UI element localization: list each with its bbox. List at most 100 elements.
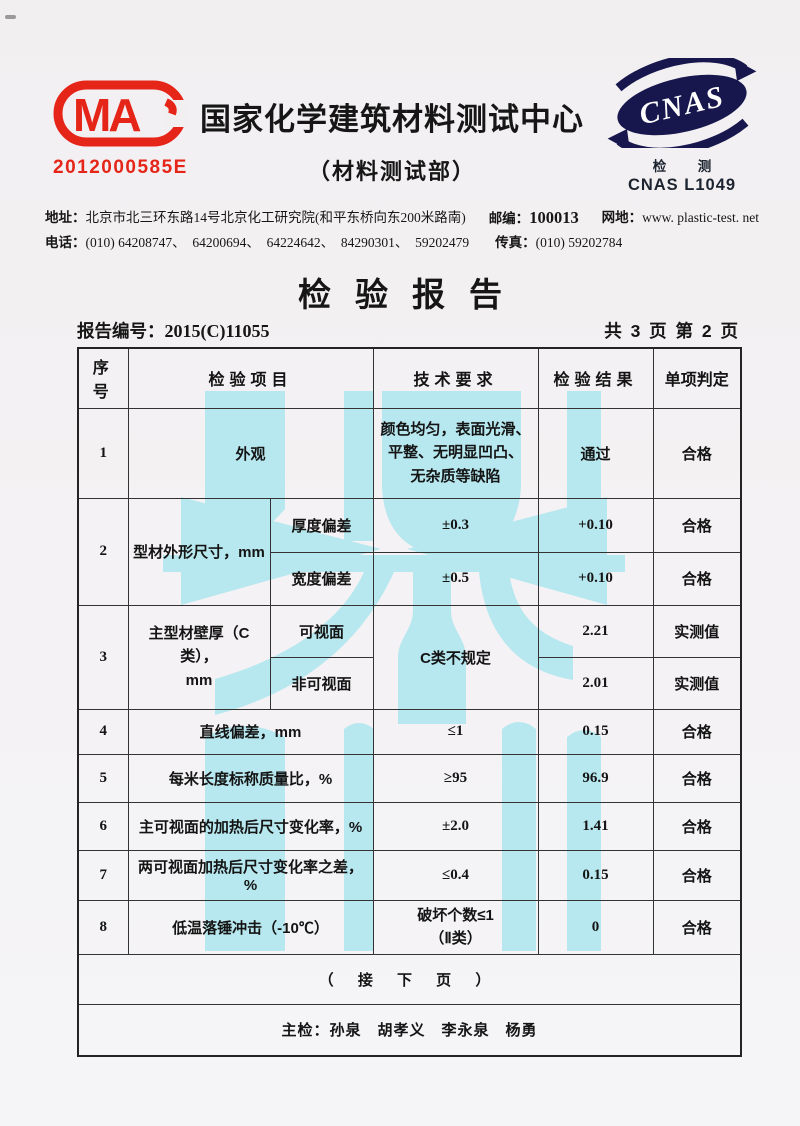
row7-no: 7 bbox=[77, 849, 129, 901]
cma-logo-block: MA 2012000585E bbox=[53, 80, 187, 179]
row4-verdict: 合格 bbox=[652, 708, 742, 755]
inspectors-row: 主检：孙泉 胡孝义 李永泉 杨勇 bbox=[77, 1003, 742, 1057]
row5-no: 5 bbox=[77, 753, 129, 803]
report-number: 报告编号：2015(C)11055 bbox=[77, 318, 270, 343]
row3-sub1-name: 可视面 bbox=[269, 604, 374, 658]
cnas-logo-icon: CNAS bbox=[607, 53, 757, 157]
table-row: 6 主可视面的加热后尺寸变化率，% ±2.0 1.41 合格 bbox=[77, 801, 742, 851]
col-header-no: 序号 bbox=[77, 347, 129, 409]
row6-requirement: ±2.0 bbox=[372, 801, 539, 851]
contact-line-2: 电话：(010) 64208747、 64200694、 64224642、 8… bbox=[45, 232, 759, 254]
col-header-requirement: 技术要求 bbox=[372, 347, 539, 409]
cnas-cert-number: CNAS L1049 bbox=[627, 176, 737, 194]
table-row: 7 两可视面加热后尺寸变化率之差，% ≤0.4 0.15 合格 bbox=[77, 849, 742, 901]
inspectors-cell: 主检：孙泉 胡孝义 李永泉 杨勇 bbox=[77, 1003, 742, 1057]
org-subtitle: （材料测试部） bbox=[307, 159, 476, 184]
row2-sub2-requirement: ±0.5 bbox=[372, 551, 539, 606]
scan-artifact bbox=[5, 15, 16, 19]
inspection-table: 序号 检验项目 技术要求 检验结果 单项判定 1 外观 颜色均匀，表面光滑、 平… bbox=[77, 347, 743, 1057]
row8-result: 0 bbox=[537, 899, 654, 955]
row8-requirement: 破坏个数≤1 （Ⅱ类） bbox=[372, 899, 539, 955]
postcode-segment: 邮编：100013 bbox=[489, 207, 579, 230]
fax-label: 传真： bbox=[495, 235, 536, 250]
table-row: 8 低温落锤冲击（-10℃） 破坏个数≤1 （Ⅱ类） 0 合格 bbox=[77, 899, 742, 955]
cnas-arrow-top-icon bbox=[615, 53, 748, 92]
row2-sub1-verdict: 合格 bbox=[652, 497, 742, 553]
website-label: 网地： bbox=[601, 210, 643, 225]
row2-no: 2 bbox=[77, 497, 129, 606]
cnas-arrow-bottom-head-icon bbox=[607, 128, 630, 151]
website-segment: 网地：www. plastic-test. net bbox=[602, 207, 759, 230]
row2-sub1-name: 厚度偏差 bbox=[269, 497, 374, 553]
row2-sub2-result: +0.10 bbox=[537, 551, 654, 606]
row5-item: 每米长度标称质量比，% bbox=[127, 753, 374, 803]
row7-item: 两可视面加热后尺寸变化率之差，% bbox=[127, 849, 374, 901]
row4-requirement: ≤1 bbox=[372, 708, 539, 755]
continue-note-row: （ 接 下 页 ） bbox=[77, 953, 742, 1005]
table-row: 2 型材外形尺寸，mm 厚度偏差 ±0.3 +0.10 合格 bbox=[77, 497, 742, 606]
address-segment: 地址：北京市北三环东路14号北京化工研究院(和平东桥向东200米路南) bbox=[45, 207, 466, 230]
org-title: 国家化学建筑材料测试中心 bbox=[200, 102, 584, 137]
row5-result: 96.9 bbox=[537, 753, 654, 803]
org-title-block: 国家化学建筑材料测试中心 （材料测试部） bbox=[190, 94, 594, 186]
address-label: 地址： bbox=[45, 210, 86, 225]
row6-item: 主可视面的加热后尺寸变化率，% bbox=[127, 801, 374, 851]
table-row: 3 主型材壁厚（C类）， mm 可视面 C类不规定 2.21 实测值 bbox=[77, 604, 742, 710]
row3-requirement: C类不规定 bbox=[372, 604, 539, 710]
table-row: 5 每米长度标称质量比，% ≥95 96.9 合格 bbox=[77, 753, 742, 803]
cnas-logo-block: CNAS 检 测 CNAS L1049 bbox=[592, 53, 772, 195]
row1-verdict: 合格 bbox=[652, 407, 742, 499]
table-row: 1 外观 颜色均匀，表面光滑、 平整、无明显凹凸、 无杂质等缺陷 通过 合格 bbox=[77, 407, 742, 499]
col-header-verdict: 单项判定 bbox=[652, 347, 742, 409]
chief-inspector-label: 主检： bbox=[281, 1022, 330, 1040]
row7-result: 0.15 bbox=[537, 849, 654, 901]
contact-line-1: 地址：北京市北三环东路14号北京化工研究院(和平东桥向东200米路南) 邮编：1… bbox=[45, 207, 759, 230]
row3-sub2-result: 2.01 bbox=[537, 656, 654, 710]
cnas-cert-label: 检 测 bbox=[652, 159, 721, 174]
row4-item: 直线偏差，mm bbox=[127, 708, 374, 755]
phone-value: (010) 64208747、 64200694、 64224642、 8429… bbox=[85, 235, 470, 250]
row2-sub2-name: 宽度偏差 bbox=[269, 551, 374, 606]
row6-result: 1.41 bbox=[537, 801, 654, 851]
table-row: 4 直线偏差，mm ≤1 0.15 合格 bbox=[77, 708, 742, 755]
report-number-label: 报告编号： bbox=[77, 321, 165, 341]
continue-note: （ 接 下 页 ） bbox=[77, 953, 742, 1005]
cma-logo-icon: MA bbox=[53, 80, 187, 147]
contact-block: 地址：北京市北三环东路14号北京化工研究院(和平东桥向东200米路南) 邮编：1… bbox=[45, 207, 759, 254]
row7-verdict: 合格 bbox=[652, 849, 742, 901]
row2-sub2-verdict: 合格 bbox=[652, 551, 742, 606]
row2-item: 型材外形尺寸，mm bbox=[127, 497, 271, 606]
website-value: www. plastic-test. net bbox=[642, 210, 759, 225]
row7-requirement: ≤0.4 bbox=[372, 849, 539, 901]
cma-logo-letters: MA bbox=[73, 89, 140, 141]
row5-verdict: 合格 bbox=[652, 753, 742, 803]
cnas-arrow-top-head-icon bbox=[734, 59, 757, 82]
row4-result: 0.15 bbox=[537, 708, 654, 755]
row2-sub1-requirement: ±0.3 bbox=[372, 497, 539, 553]
row1-result: 通过 bbox=[537, 407, 654, 499]
row3-sub1-verdict: 实测值 bbox=[652, 604, 742, 658]
postcode-label: 邮编： bbox=[488, 211, 530, 226]
row3-sub2-name: 非可视面 bbox=[269, 656, 374, 710]
fax-segment: 传真：(010) 59202784 bbox=[495, 232, 622, 254]
fax-value: (010) 59202784 bbox=[535, 235, 623, 250]
row6-verdict: 合格 bbox=[652, 801, 742, 851]
col-header-item: 检验项目 bbox=[127, 347, 374, 409]
row8-item: 低温落锤冲击（-10℃） bbox=[127, 899, 374, 955]
row1-requirement: 颜色均匀，表面光滑、 平整、无明显凹凸、 无杂质等缺陷 bbox=[372, 407, 539, 499]
pagination: 共 3 页 第 2 页 bbox=[604, 321, 740, 341]
row3-sub1-result: 2.21 bbox=[537, 604, 654, 658]
report-number-value: 2015(C)11055 bbox=[164, 321, 270, 341]
address-value: 北京市北三环东路14号北京化工研究院(和平东桥向东200米路南) bbox=[85, 210, 466, 225]
row8-no: 8 bbox=[77, 899, 129, 955]
row3-no: 3 bbox=[77, 604, 129, 710]
row5-requirement: ≥95 bbox=[372, 753, 539, 803]
inspector-names: 孙泉 胡孝义 李永泉 杨勇 bbox=[329, 1022, 538, 1040]
row8-verdict: 合格 bbox=[652, 899, 742, 955]
phone-label: 电话： bbox=[45, 235, 86, 250]
phone-segment: 电话：(010) 64208747、 64200694、 64224642、 8… bbox=[45, 232, 469, 254]
row3-item: 主型材壁厚（C类）， mm bbox=[127, 604, 271, 710]
row3-sub2-verdict: 实测值 bbox=[652, 656, 742, 710]
row1-item: 外观 bbox=[127, 407, 374, 499]
row2-sub1-result: +0.10 bbox=[537, 497, 654, 553]
